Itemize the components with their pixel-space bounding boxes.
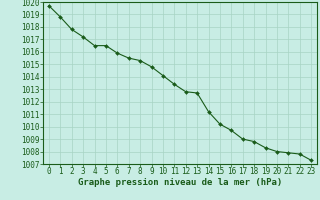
X-axis label: Graphe pression niveau de la mer (hPa): Graphe pression niveau de la mer (hPa) bbox=[78, 178, 282, 187]
